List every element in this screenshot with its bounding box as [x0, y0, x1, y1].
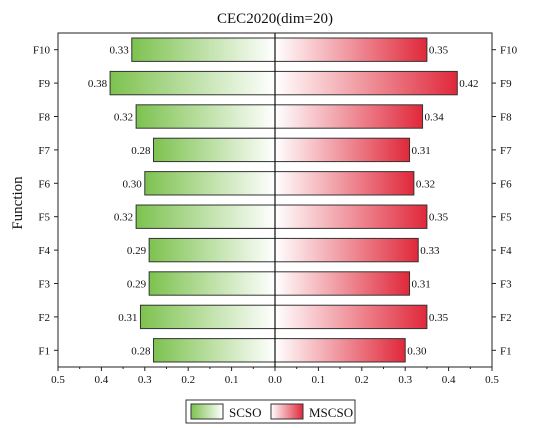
- bar-scso-f7: [152, 137, 276, 163]
- bar-mscso-f3: [274, 271, 411, 296]
- category-label-right: F10: [500, 45, 518, 57]
- category-label-left: F2: [38, 312, 50, 324]
- category-label-left: F3: [38, 279, 50, 291]
- data-label-scso-f6: 0.30: [123, 178, 143, 190]
- data-label-mscso-f9: 0.42: [459, 78, 478, 90]
- bar-scso-f10: [131, 37, 276, 62]
- x-tick-label: 0.2: [181, 374, 195, 386]
- x-tick-label: 0.3: [138, 374, 152, 386]
- x-tick-label: 0.1: [225, 374, 239, 386]
- bar-scso-f2: [139, 304, 276, 330]
- category-label-left: F10: [33, 45, 51, 57]
- bar-mscso-f4: [274, 237, 419, 263]
- bar-scso-f4: [148, 237, 276, 263]
- data-label-mscso-f8: 0.34: [425, 112, 445, 124]
- bar-scso-f5: [135, 204, 276, 229]
- data-label-scso-f3: 0.29: [127, 279, 147, 291]
- bar-mscso-f2: [274, 304, 428, 330]
- bar-mscso-f9: [274, 70, 458, 96]
- x-tick-label: 0.4: [95, 374, 109, 386]
- category-label-left: F8: [38, 112, 50, 124]
- data-label-mscso-f2: 0.35: [429, 312, 449, 324]
- data-label-mscso-f10: 0.35: [429, 45, 449, 57]
- category-label-right: F5: [500, 212, 512, 224]
- data-label-scso-f9: 0.38: [88, 78, 108, 90]
- legend: SCSO MSCSO: [185, 399, 356, 424]
- data-label-mscso-f1: 0.30: [407, 345, 427, 357]
- data-label-scso-f10: 0.33: [110, 45, 130, 57]
- category-label-left: F5: [38, 212, 50, 224]
- bar-scso-f3: [148, 271, 276, 296]
- x-tick-label: 0.3: [398, 374, 412, 386]
- data-label-scso-f1: 0.28: [131, 345, 151, 357]
- axes-layer: 0.5 0.4 0.3 0.2 0.1 0.0 0.1 0.2 0.3 0.4 0.5 F1 F1 F2 F…: [33, 33, 518, 386]
- data-label-scso-f2: 0.31: [118, 312, 137, 324]
- bar-mscso-f8: [274, 104, 424, 129]
- data-label-mscso-f7: 0.31: [412, 145, 431, 157]
- category-label-left: F9: [38, 78, 50, 90]
- bar-scso-f1: [152, 338, 276, 363]
- legend-swatch-mscso: [270, 403, 304, 420]
- data-label-mscso-f6: 0.32: [416, 178, 435, 190]
- legend-label-scso: SCSO: [229, 405, 262, 420]
- bar-mscso-f5: [274, 204, 428, 229]
- legend-swatch-scso: [190, 403, 224, 420]
- category-label-right: F8: [500, 112, 512, 124]
- x-tick-label: 0.1: [312, 374, 326, 386]
- x-tick-label: 0.5: [51, 374, 65, 386]
- category-label-right: F2: [500, 312, 512, 324]
- labels-layer: 0.28 0.31 0.29 0.29 0.32 0.30 0.28 0.32 0.38 0.33…: [88, 45, 479, 358]
- data-label-mscso-f5: 0.35: [429, 212, 449, 224]
- category-label-left: F7: [38, 145, 50, 157]
- category-label-left: F1: [38, 345, 50, 357]
- chart-title: CEC2020(dim=20): [217, 11, 333, 27]
- data-label-mscso-f3: 0.31: [412, 279, 431, 291]
- x-tick-label: 0.4: [442, 374, 456, 386]
- bar-mscso-f1: [274, 338, 406, 363]
- category-label-left: F6: [38, 178, 50, 190]
- x-tick-label: 0.5: [485, 374, 499, 386]
- bar-scso-f9: [109, 70, 276, 96]
- legend-label-mscso: MSCSO: [309, 405, 353, 420]
- bar-mscso-f10: [274, 37, 428, 62]
- data-label-scso-f8: 0.32: [114, 112, 133, 124]
- category-label-right: F9: [500, 78, 512, 90]
- category-label-left: F4: [38, 245, 50, 257]
- bar-scso-f8: [135, 104, 276, 129]
- category-label-right: F7: [500, 145, 512, 157]
- bar-scso-f6: [144, 171, 276, 196]
- data-label-scso-f5: 0.32: [114, 212, 133, 224]
- data-label-mscso-f4: 0.33: [420, 245, 440, 257]
- category-label-right: F6: [500, 178, 512, 190]
- data-label-scso-f4: 0.29: [127, 245, 147, 257]
- y-axis-label: Function: [10, 176, 26, 230]
- bars-layer: [109, 37, 458, 363]
- category-label-right: F4: [500, 245, 512, 257]
- category-label-right: F1: [500, 345, 512, 357]
- category-label-right: F3: [500, 279, 512, 291]
- bar-mscso-f6: [274, 171, 415, 196]
- data-label-scso-f7: 0.28: [131, 145, 151, 157]
- x-tick-label: 0.2: [355, 374, 369, 386]
- bar-mscso-f7: [274, 137, 411, 163]
- x-tick-label: 0.0: [268, 374, 282, 386]
